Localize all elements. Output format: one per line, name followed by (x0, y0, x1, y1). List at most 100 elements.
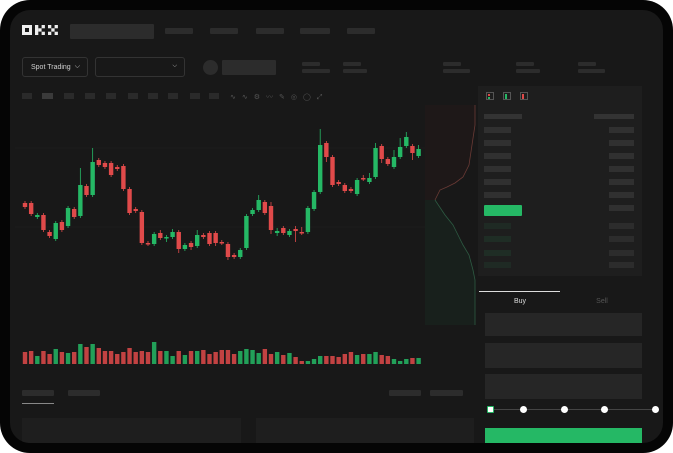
orders-panel (256, 418, 474, 443)
volume-bar (133, 352, 138, 364)
candle-body (293, 229, 298, 231)
timeframe-button[interactable] (128, 93, 138, 99)
candle-body (336, 182, 341, 184)
buy-tab[interactable]: Buy (513, 298, 527, 305)
timeframe-button[interactable] (209, 93, 219, 99)
volume-bar (90, 344, 95, 364)
ask-price (484, 192, 511, 198)
volume-bar (41, 351, 46, 364)
book-view-asks-icon[interactable] (520, 92, 528, 100)
pen-icon[interactable]: ✎ (279, 94, 291, 101)
candle (164, 235, 169, 242)
candle (201, 233, 206, 239)
coin-icon (203, 60, 218, 75)
indicator-icon[interactable]: ∿ (241, 94, 254, 101)
amount-input[interactable] (485, 343, 642, 368)
nav-item[interactable] (256, 28, 284, 34)
candle-body (102, 163, 108, 167)
volume-bar (324, 356, 329, 364)
price-input[interactable] (485, 313, 642, 336)
buy-submit-button[interactable] (485, 428, 642, 443)
slider-track[interactable] (490, 409, 655, 410)
bid-amount (609, 262, 634, 268)
circle-icon[interactable]: ◯ (303, 94, 317, 101)
candle (404, 132, 409, 148)
search-bar[interactable] (70, 24, 154, 39)
ask-amount (609, 140, 634, 146)
candle-body (35, 215, 40, 217)
bottom-action[interactable] (389, 390, 421, 396)
spot-trading-dropdown[interactable]: Spot Trading ⌵ (22, 57, 88, 77)
candle (28, 201, 34, 216)
timeframe-button[interactable] (42, 93, 53, 99)
sell-tab[interactable]: Sell (596, 298, 608, 305)
stat-label (578, 62, 596, 66)
timeframe-button[interactable] (190, 93, 200, 99)
candle-body (397, 147, 403, 157)
volume-bar (53, 349, 58, 364)
candle (244, 214, 249, 250)
candlestick-chart[interactable] (15, 105, 425, 340)
candle (293, 226, 298, 242)
pair-selector[interactable]: ⌵ (95, 57, 185, 77)
nav-item[interactable] (347, 28, 375, 34)
candle-body (158, 233, 163, 238)
timeframe-button[interactable] (148, 93, 158, 99)
candle-body (59, 222, 65, 230)
slider-step[interactable] (651, 406, 659, 413)
timeframe-button[interactable] (85, 93, 95, 99)
drawing-tools[interactable]: ∿∿⚙〰✎◎◯⤢ (230, 92, 328, 102)
volume-bar (102, 351, 108, 364)
nav-item[interactable] (165, 28, 193, 34)
nav-item[interactable] (300, 28, 330, 34)
candle (59, 220, 65, 232)
line-icon[interactable]: 〰 (266, 94, 280, 101)
slider-step[interactable] (560, 406, 568, 413)
bid-amount (609, 223, 634, 229)
volume-bar (305, 361, 311, 364)
candle-body (151, 234, 157, 244)
slider-step[interactable] (486, 406, 494, 413)
settings-icon[interactable]: ⚙ (253, 94, 267, 101)
indicator-icon[interactable]: ∿ (230, 94, 242, 101)
volume-bar (170, 356, 175, 364)
volume-bar (244, 349, 249, 364)
target-icon[interactable]: ◎ (290, 94, 304, 101)
okx-logo[interactable] (22, 25, 60, 35)
volume-bar (410, 358, 415, 364)
nav-item[interactable] (210, 28, 238, 34)
timeframe-button[interactable] (106, 93, 116, 99)
candle-body (201, 235, 206, 237)
ask-amount (609, 166, 634, 172)
timeframe-button[interactable] (168, 93, 178, 99)
ask-amount (609, 192, 634, 198)
candle (305, 206, 311, 234)
total-input[interactable] (485, 374, 642, 399)
candle (274, 228, 280, 236)
ask-price (484, 127, 511, 133)
timeframe-button[interactable] (64, 93, 74, 99)
volume-bar (164, 351, 169, 364)
candle (176, 230, 181, 253)
candle-body (256, 200, 261, 210)
stat-value (578, 69, 605, 73)
candle (268, 202, 274, 234)
candle (281, 226, 286, 235)
book-view-bids-icon[interactable] (503, 92, 511, 100)
volume-bar (281, 355, 286, 364)
slider-step[interactable] (519, 406, 527, 413)
slider-step[interactable] (600, 406, 608, 413)
bottom-tab[interactable] (68, 390, 100, 396)
timeframe-button[interactable] (22, 93, 32, 99)
volume-bar (176, 351, 181, 364)
expand-icon[interactable]: ⤢ (316, 94, 329, 101)
candle-body (96, 160, 101, 165)
candle (188, 241, 194, 250)
book-view-both-icon[interactable] (486, 92, 494, 100)
volume-bar (225, 350, 231, 364)
bottom-tab-active[interactable] (22, 390, 54, 396)
candle (342, 183, 347, 193)
candle (250, 208, 255, 216)
ask-price (484, 153, 511, 159)
bottom-action[interactable] (430, 390, 463, 396)
